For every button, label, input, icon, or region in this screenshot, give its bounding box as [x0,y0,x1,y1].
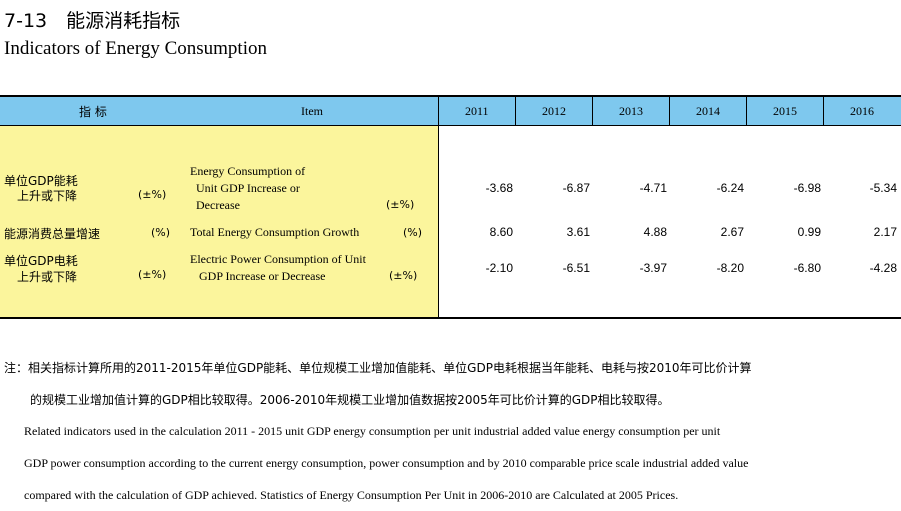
value-cell: -4.28 [869,261,897,275]
header-year-2016: 2016 [850,104,874,118]
header-year-2012: 2012 [542,104,566,118]
value-cell: 2.67 [720,225,744,239]
value-cell: -4.71 [639,181,667,195]
value-cell: -5.34 [869,181,897,195]
page-title-chinese: 7-13 能源消耗指标 [4,10,181,32]
table-stub-divider [438,97,439,317]
value-cell: -6.98 [793,181,821,195]
column-divider [592,97,593,126]
row-label-en: Total Energy Consumption Growth [190,225,360,239]
column-divider [669,97,670,126]
value-cell: -6.80 [793,261,821,275]
row-unit-en: (%) [403,226,423,239]
note-en-line: compared with the calculation of GDP ach… [24,488,679,502]
header-year-2013: 2013 [619,104,643,118]
value-cell: 0.99 [797,225,821,239]
table-header-band [0,97,901,126]
header-year-2011: 2011 [465,104,489,118]
value-cell: -3.97 [639,261,667,275]
header-year-2014: 2014 [696,104,720,118]
header-indicator-cn: 指 标 [79,105,107,119]
value-cell: 3.61 [566,225,590,239]
row-label-cn: 单位GDP电耗 [4,254,78,268]
header-item-en: Item [301,104,323,118]
row-unit-cn: (±%) [138,188,167,201]
value-cell: 2.17 [873,225,897,239]
value-cell: -3.68 [485,181,513,195]
value-cell: 8.60 [489,225,513,239]
value-cell: -8.20 [716,261,744,275]
row-label-en: Energy Consumption of [190,164,306,178]
row-label-cn: 上升或下降 [17,189,78,203]
note-cn-line: 注：相关指标计算所用的2011-2015年单位GDP能耗、单位规模工业增加值能耗… [4,361,752,375]
note-en-line: Related indicators used in the calculati… [24,424,721,438]
value-cell: -2.10 [485,261,513,275]
column-divider [515,97,516,126]
header-year-2015: 2015 [773,104,797,118]
column-divider [823,97,824,126]
value-cell: 4.88 [643,225,667,239]
column-divider [746,97,747,126]
row-label-cn: 上升或下降 [17,270,78,284]
table-bottom-rule [0,317,901,319]
row-label-cn: 单位GDP能耗 [4,174,78,188]
page-title-english: Indicators of Energy Consumption [4,38,267,59]
row-unit-en: (±%) [386,198,415,211]
row-label-en: Unit GDP Increase or [196,181,300,195]
table-header-rule [0,125,901,126]
note-en-line: GDP power consumption according to the c… [24,456,749,470]
row-label-en: GDP Increase or Decrease [199,269,326,283]
row-label-en: Decrease [196,198,240,212]
table-stub-background [0,126,438,317]
row-label-cn: 能源消费总量增速 [4,227,101,241]
row-label-en: Electric Power Consumption of Unit [190,252,366,266]
value-cell: -6.24 [716,181,744,195]
row-unit-en: (±%) [389,269,418,282]
value-cell: -6.87 [562,181,590,195]
row-unit-cn: (%) [151,226,171,239]
note-cn-line: 的规模工业增加值计算的GDP相比较取得。2006-2010年规模工业增加值数据按… [30,393,670,407]
value-cell: -6.51 [562,261,590,275]
row-unit-cn: (±%) [138,268,167,281]
table-top-rule [0,95,901,97]
